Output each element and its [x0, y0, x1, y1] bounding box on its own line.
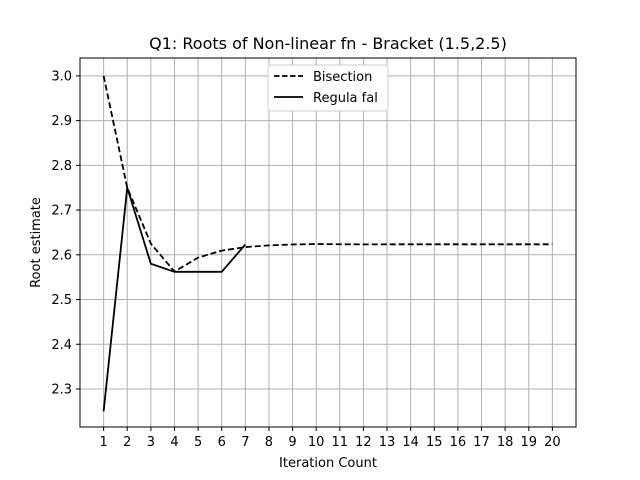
chart-title: Q1: Roots of Non-linear fn - Bracket (1.…	[149, 34, 507, 53]
x-tick-label: 3	[147, 435, 155, 450]
y-tick-label: 2.5	[51, 293, 72, 308]
x-tick-label: 7	[241, 435, 249, 450]
x-axis-label: Iteration Count	[279, 456, 377, 471]
x-tick-label: 5	[194, 435, 202, 450]
x-tick-label: 1	[99, 435, 107, 450]
y-tick-label: 2.3	[51, 382, 72, 397]
x-tick-label: 12	[355, 435, 372, 450]
x-tick-label: 10	[308, 435, 325, 450]
x-tick-label: 4	[170, 435, 178, 450]
series-line-regula-fal	[102, 186, 247, 412]
x-tick-label: 15	[426, 435, 443, 450]
y-tick-label: 2.4	[51, 338, 72, 353]
x-tick-label: 11	[332, 435, 349, 450]
series-line-bisection	[102, 75, 553, 273]
plot-frame	[79, 57, 577, 428]
series-layer	[102, 75, 553, 412]
legend-regula-falsi-label: Regula fal	[313, 91, 378, 106]
legend-bisection-label: Bisection	[313, 70, 372, 85]
x-tick-label: 13	[379, 435, 396, 450]
x-tick-label: 17	[473, 435, 490, 450]
x-tick-label: 2	[123, 435, 131, 450]
x-tick-label: 18	[497, 435, 514, 450]
x-tick-label: 14	[402, 435, 419, 450]
x-tick-label: 19	[520, 435, 537, 450]
x-tick-label: 8	[265, 435, 273, 450]
legend: Bisection Regula fal	[267, 64, 389, 112]
y-tick-label: 2.6	[51, 248, 72, 263]
y-tick-label: 2.7	[51, 204, 72, 219]
y-tick-label: 2.9	[51, 114, 72, 129]
y-axis: 2.3 2.4 2.5 2.6 2.7 2.8 2.9 3.0	[51, 69, 80, 397]
y-axis-label: Root estimate	[29, 197, 44, 288]
y-tick-label: 3.0	[51, 69, 72, 84]
x-tick-label: 9	[288, 435, 296, 450]
x-axis: 1 2 3 4 5 6 7 8 9 10 11 12 13 14 15 16 17 18 19 20	[99, 427, 561, 450]
y-tick-label: 2.8	[51, 159, 72, 174]
x-tick-label: 20	[544, 435, 561, 450]
x-tick-label: 6	[218, 435, 226, 450]
x-tick-label: 16	[450, 435, 467, 450]
